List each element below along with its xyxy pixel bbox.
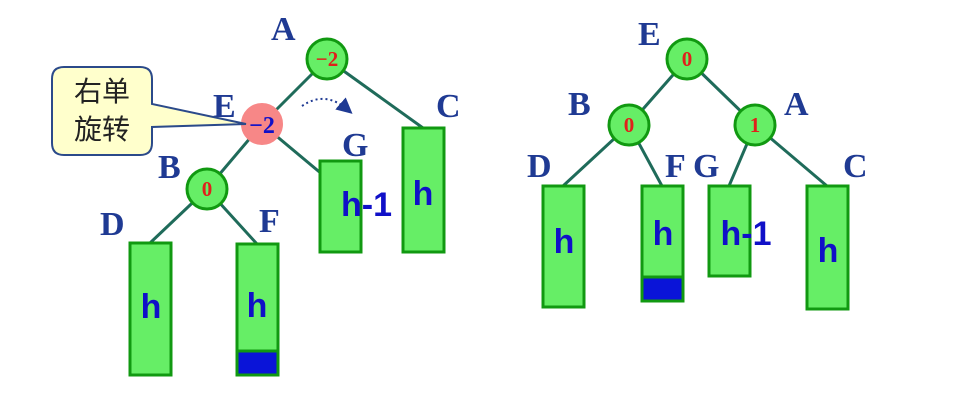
- left-tree: h h h-1 h −2 −2 0 A E B: [51, 11, 461, 377]
- label-g: G: [693, 148, 719, 185]
- subtree-d: h: [128, 241, 173, 377]
- label-f: F: [665, 148, 686, 185]
- label-d: D: [100, 206, 125, 243]
- right-tree: h h h-1 h 0 0 1 E B A: [527, 16, 868, 311]
- rotation-arrow-icon: [301, 97, 353, 114]
- node-a: 1: [733, 103, 777, 147]
- callout-line-2: 旋转: [74, 113, 130, 146]
- node-b-balance: 0: [624, 113, 635, 137]
- node-a-balance: 1: [750, 113, 761, 137]
- subtree-f-height: h: [653, 215, 674, 253]
- subtree-d-height: h: [554, 223, 575, 261]
- label-d: D: [527, 148, 552, 185]
- subtree-c-height: h: [818, 232, 839, 270]
- subtree-c: h: [401, 126, 446, 254]
- node-b: 0: [185, 167, 229, 211]
- label-e: E: [213, 88, 236, 125]
- inserted-node-block: [640, 275, 685, 303]
- node-a-balance: −2: [316, 47, 338, 71]
- node-b-balance: 0: [202, 177, 213, 201]
- node-e-balance: −2: [249, 113, 275, 139]
- label-a: A: [784, 86, 809, 123]
- subtree-g: h-1: [318, 159, 392, 254]
- subtree-d-height: h: [141, 288, 162, 326]
- node-a: −2: [305, 37, 349, 81]
- subtree-f: h: [640, 184, 685, 303]
- subtree-g: h-1: [707, 184, 772, 278]
- label-c: C: [843, 148, 868, 185]
- subtree-g-height: h-1: [341, 186, 392, 224]
- subtree-g-height: h-1: [721, 215, 772, 253]
- label-g: G: [342, 127, 368, 164]
- subtree-f: h: [235, 242, 280, 377]
- node-b: 0: [607, 103, 651, 147]
- label-f: F: [259, 203, 280, 240]
- callout-right-rotation: 右单 旋转: [51, 66, 247, 156]
- label-a: A: [271, 11, 296, 48]
- node-e-balance: 0: [682, 47, 693, 71]
- subtree-d: h: [541, 184, 586, 309]
- node-e: 0: [665, 37, 709, 81]
- label-e: E: [638, 16, 661, 53]
- inserted-node-block: [235, 349, 280, 377]
- label-b: B: [568, 86, 591, 123]
- label-c: C: [436, 88, 461, 125]
- subtree-c: h: [805, 184, 850, 311]
- subtree-c-height: h: [413, 175, 434, 213]
- node-e: −2: [241, 103, 283, 145]
- subtree-f-height: h: [247, 287, 268, 325]
- label-b: B: [158, 149, 181, 186]
- callout-line-1: 右单: [74, 75, 130, 108]
